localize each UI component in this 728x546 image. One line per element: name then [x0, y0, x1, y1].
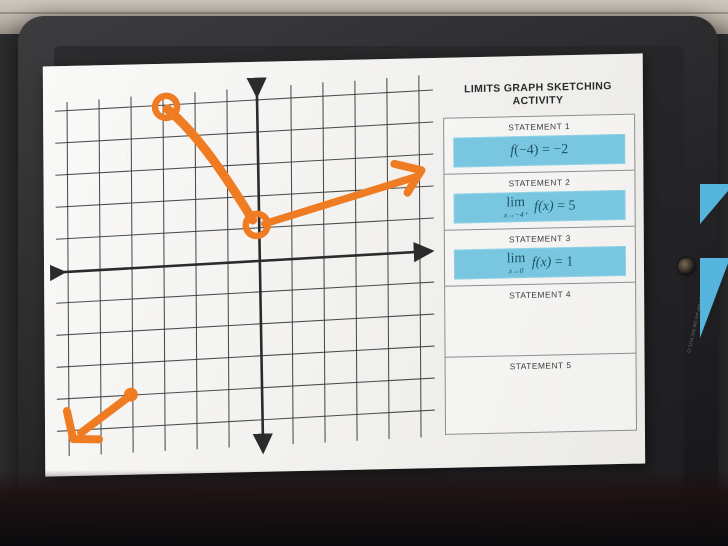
statement-row-2[interactable]: STATEMENT 2 lim x→−4⁺ f(x) = 5 [444, 170, 635, 231]
blue-paper-scrap-lower [700, 258, 728, 338]
blue-paper-scrap [700, 184, 728, 224]
open-circle-endpoint-upper-left [151, 92, 181, 122]
statement-expression-1: f(−4) = −2 [510, 142, 569, 159]
statement-expression-3: lim x→0 f(x) = 1 [506, 250, 574, 276]
closed-dot-endpoint [123, 387, 138, 402]
statement-expression-2: lim x→−4⁺ f(x) = 5 [503, 194, 576, 220]
limit-rhs-3: = 1 [554, 254, 574, 270]
statement-answer-box-5-empty[interactable] [446, 372, 636, 434]
page-title: LIMITS GRAPH SKETCHING ACTIVITY [443, 80, 633, 110]
statement-row-4[interactable]: STATEMENT 4 [445, 282, 636, 358]
curve-lower-left-ray [77, 392, 133, 437]
y-axis [246, 77, 273, 455]
limit-subscript-2: x→−4⁺ [503, 209, 528, 220]
x-axis [48, 241, 435, 284]
curve-ascending-branch [261, 172, 422, 228]
statement-row-1[interactable]: STATEMENT 1 f(−4) = −2 [444, 114, 635, 175]
open-circle-endpoint-origin [242, 210, 272, 240]
limit-subscript-3: x→0 [508, 265, 524, 276]
worksheet-paper: LIMITS GRAPH SKETCHING ACTIVITY STATEMEN… [42, 53, 646, 477]
limit-rhs-2: = 5 [557, 198, 576, 214]
statements-table: STATEMENT 1 f(−4) = −2 STATEMENT 2 lim x→… [443, 113, 637, 435]
statement-answer-box-2[interactable]: lim x→−4⁺ f(x) = 5 [453, 189, 626, 224]
statement-row-3[interactable]: STATEMENT 3 lim x→0 f(x) = 1 [444, 226, 636, 287]
statement-row-5[interactable]: STATEMENT 5 [446, 354, 636, 434]
statement-answer-box-1[interactable]: f(−4) = −2 [453, 133, 626, 168]
function-sketch [62, 92, 426, 444]
limits-graph-svg [48, 75, 435, 457]
statement-answer-box-3[interactable]: lim x→0 f(x) = 1 [453, 245, 627, 280]
fx-label-3: f(x) [531, 254, 552, 271]
graph-region [48, 68, 441, 469]
grid-horizontal-lines [55, 89, 435, 432]
fx-label-2: f(x) [534, 198, 554, 215]
arrowhead-up-right-icon [390, 159, 426, 197]
wall-seam [0, 12, 728, 14]
statement-answer-box-4-empty[interactable] [445, 301, 635, 357]
curve-descending-branch [162, 104, 258, 225]
statements-panel: LIMITS GRAPH SKETCHING ACTIVITY STATEMEN… [443, 80, 637, 435]
arrowhead-down-left-icon [62, 407, 104, 444]
desk-shadow [0, 470, 728, 546]
